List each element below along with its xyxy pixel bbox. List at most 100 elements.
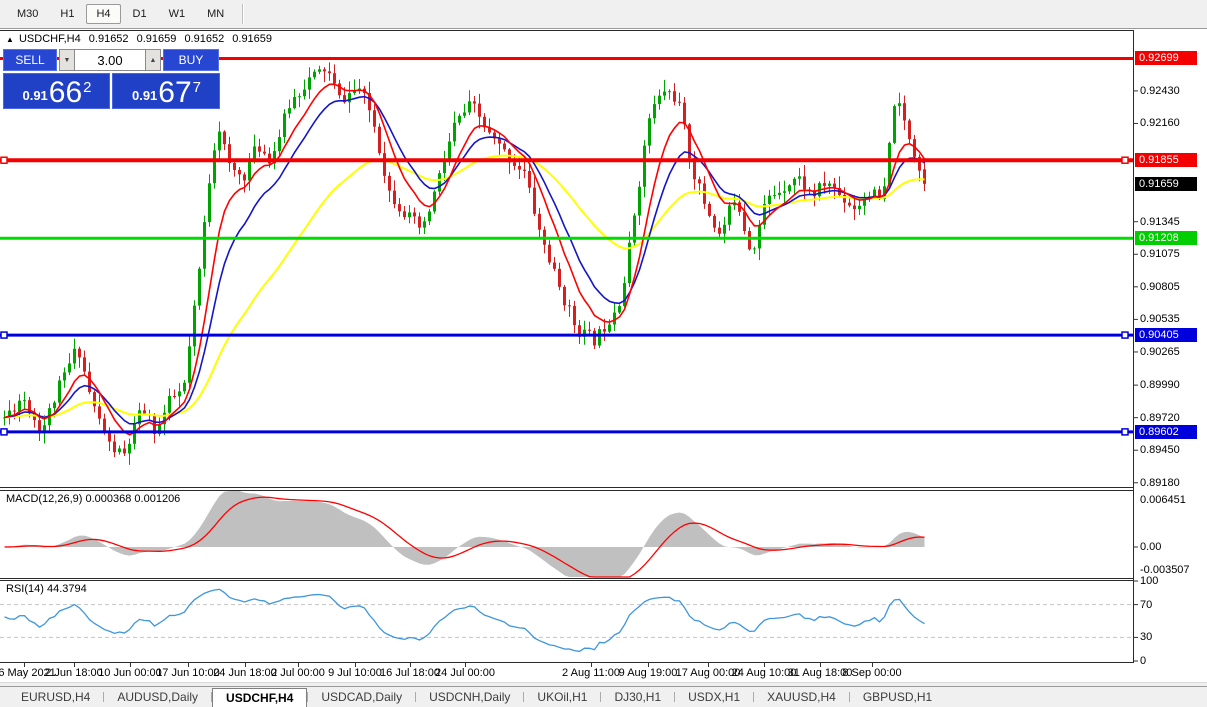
chart-tab-eurusd[interactable]: EURUSD,H4 [21,690,91,704]
buy-button[interactable]: BUY [163,49,219,71]
volume-down-button[interactable]: ▼ [59,49,75,71]
chart-tab-usdx[interactable]: USDX,H1 [688,690,741,704]
hline-handle-right [1121,156,1129,164]
chart-tab-usdcnh[interactable]: USDCNH,Daily [429,690,511,704]
rsi-axis-label: 100 [1140,575,1159,587]
chart-tab-usdcad[interactable]: USDCAD,Daily [321,690,403,704]
chart-background [0,30,1207,682]
chart-tab-gbpusd[interactable]: GBPUSD,H1 [862,690,933,704]
timeframe-toolbar: M30 H1 H4 D1 W1 MN [0,0,1207,29]
buy-price-big: 67 [158,76,192,109]
time-label: 9 Aug 19:00 [618,667,678,679]
rsi-axis-label: 70 [1140,598,1153,611]
price-tick-label: 0.92160 [1140,117,1180,130]
chart-tabs: EURUSD,H4 AUDUSD,Daily USDCHF,H4 USDCAD,Dai… [0,686,1207,707]
price-tick-label: 0.90265 [1140,345,1180,358]
chart-tab-dj30[interactable]: DJ30,H1 [614,690,662,704]
price-tick-label: 0.91075 [1140,248,1180,261]
price-badge-0.89602: 0.89602 [1135,424,1197,439]
macd-histogram [4,491,925,577]
sell-button[interactable]: SELL [3,49,57,71]
toolbar-separator [242,4,245,24]
tab-separator [674,692,676,702]
price-badge-0.92699: 0.92699 [1135,51,1197,66]
price-tick-label: 0.89990 [1140,379,1180,392]
price-badge-0.90405: 0.90405 [1135,328,1197,343]
volume-up-button[interactable]: ▲ [145,49,161,71]
time-label: 31 Aug 18:00 [787,667,853,679]
time-label: 2 Aug 11:00 [562,667,620,679]
ohlc-high: 0.91659 [136,33,177,45]
sell-price-prefix: 0.91 [22,88,48,103]
time-label: 2 Jul 00:00 [271,667,325,679]
hline-handle-right [1121,428,1129,436]
chart-area: ▲ USDCHF,H4 0.91652 0.91659 0.91652 0.91… [0,30,1207,682]
buy-price-display[interactable]: 0.91 67 7 [112,73,220,109]
rsi-axis-label: 30 [1140,631,1153,644]
ohlc-low: 0.91652 [184,33,225,45]
chart-tab-ukoil[interactable]: UKOil,H1 [537,690,588,704]
price-badge-0.91659: 0.91659 [1135,176,1197,191]
sell-price-display[interactable]: 0.91 66 2 [3,73,110,109]
price-badge-0.91855: 0.91855 [1135,153,1197,168]
chart-title: ▲ USDCHF,H4 0.91652 0.91659 0.91652 0.91… [6,33,277,45]
tab-separator [523,692,525,702]
tab-separator [307,692,309,702]
price-tick-label: 0.90805 [1140,280,1180,293]
time-label: 24 Jul 00:00 [435,667,495,679]
bottom-strip [0,682,1207,687]
time-label: 9 Jul 10:00 [328,667,382,679]
time-label: 24 Aug 10:00 [731,667,797,679]
rsi-axis-label: 0 [1140,655,1147,667]
hline-handle-left [0,156,8,164]
macd-axis-zero: 0.00 [1140,541,1162,553]
tab-separator [415,692,417,702]
time-label: 26 May 2021 [0,667,56,679]
rsi-label: RSI(14) 44.3794 [6,583,87,595]
macd-values: 0.000368 0.001206 [85,493,181,505]
volume-input[interactable]: 3.00 [75,49,145,71]
candles-group [3,62,926,465]
ma-yellow-line [4,154,925,419]
price-badge-0.91208: 0.91208 [1135,231,1197,246]
price-tick-label: 0.89720 [1140,411,1180,424]
macd-axis-min: -0.003507 [1140,564,1190,576]
price-tick-label: 0.89450 [1140,444,1180,457]
chart-tab-xauusd[interactable]: XAUUSD,H4 [767,690,836,704]
timeframe-button-w1[interactable]: W1 [168,8,186,20]
timeframe-button-h1[interactable]: H1 [60,8,75,20]
price-chart-canvas[interactable] [0,30,1207,682]
chart-tab-audusd[interactable]: AUDUSD,Daily [117,690,199,704]
buy-price-sup: 7 [192,79,202,96]
chart-symbol-label: USDCHF,H4 [18,33,81,45]
time-label: 16 Jul 18:00 [380,667,440,679]
sell-price-sup: 2 [83,79,92,96]
tab-separator [103,692,105,702]
one-click-trade-panel: SELL ▼ 3.00 ▲ BUY 0.91 66 2 0.91 67 7 [3,49,220,109]
collapse-triangle-icon[interactable]: ▲ [6,35,14,44]
price-tick-label: 0.89180 [1140,476,1180,489]
price-tick-label: 0.90535 [1140,313,1180,326]
time-label: 17 Aug 00:00 [675,667,741,679]
ma-red-line [4,83,926,436]
hline-handle-left [0,331,8,339]
ma-blue-line [4,95,925,425]
rsi-line [4,588,925,653]
time-label: 24 Jun 18:00 [213,667,277,679]
rsi-value: 44.3794 [46,583,87,595]
price-tick-label: 0.92430 [1140,84,1180,97]
time-label: 2 Jun 18:00 [45,667,103,679]
chart-tab-usdchf[interactable]: USDCHF,H4 [212,688,308,707]
timeframe-button-h4[interactable]: H4 [86,4,121,24]
timeframe-button-m30[interactable]: M30 [17,8,39,20]
ohlc-open: 0.91652 [88,33,129,45]
timeframe-button-mn[interactable]: MN [207,8,225,20]
time-label: 17 Jun 10:00 [156,667,220,679]
tab-separator [211,692,213,702]
macd-signal-line [4,496,925,578]
timeframe-button-d1[interactable]: D1 [132,8,147,20]
tab-separator [753,692,755,702]
buy-price-prefix: 0.91 [131,88,158,103]
macd-label: MACD(12,26,9) 0.000368 0.001206 [6,493,181,505]
